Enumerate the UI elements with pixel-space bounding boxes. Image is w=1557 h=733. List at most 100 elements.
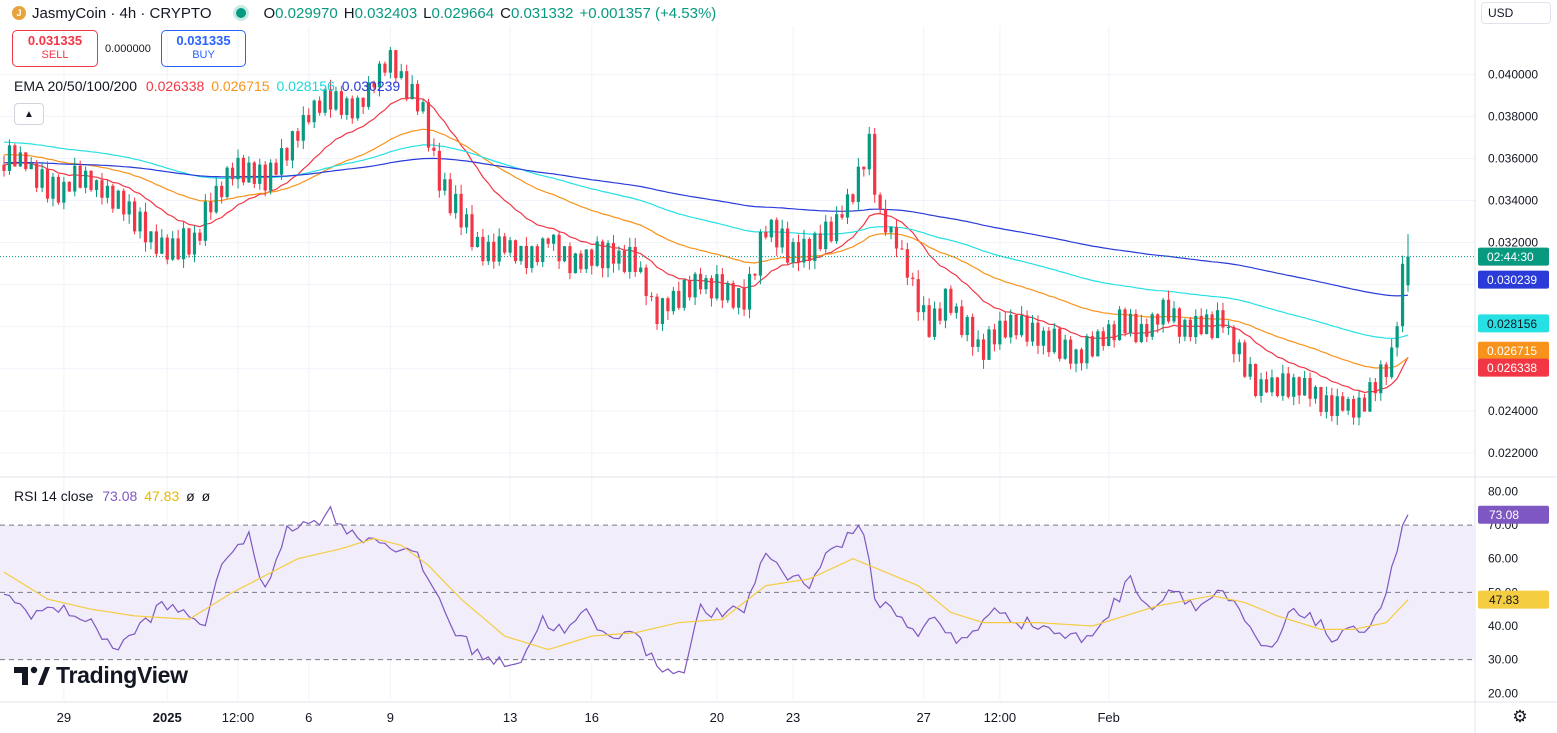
candle	[965, 314, 969, 342]
candle-body	[1025, 315, 1029, 342]
candle-body	[252, 162, 256, 184]
candle-body	[513, 240, 518, 262]
candle-body	[704, 278, 708, 290]
candle-body	[225, 167, 229, 198]
collapse-legend-button[interactable]: ▲	[14, 103, 44, 125]
candle-body	[437, 150, 441, 191]
sell-label: SELL	[41, 49, 69, 61]
candle-body	[1341, 396, 1345, 411]
buy-button[interactable]: 0.031335 BUY	[161, 30, 246, 67]
candle	[503, 233, 507, 255]
candle-body	[318, 100, 322, 113]
candle-body	[611, 243, 616, 264]
rsi-legend[interactable]: RSI 14 close 73.08 47.83 ø ø	[14, 488, 210, 504]
candle-body	[1368, 382, 1372, 412]
candle	[535, 243, 539, 266]
candle	[1074, 348, 1078, 373]
candle-body	[51, 176, 55, 199]
tradingview-logo[interactable]: TradingView	[14, 662, 188, 689]
price-tag-label: 0.028156	[1487, 317, 1537, 331]
candle-body	[421, 102, 425, 112]
candle-body	[649, 296, 654, 298]
candle-body	[737, 288, 741, 308]
candle-body	[639, 267, 643, 272]
price-tick-label: 0.024000	[1488, 404, 1538, 418]
currency-selector[interactable]: USD	[1481, 2, 1551, 24]
candle-body	[1030, 322, 1035, 342]
candle	[84, 166, 88, 194]
candle-body	[965, 316, 969, 336]
candle	[214, 177, 218, 214]
candle-body	[350, 98, 354, 119]
candle-body	[584, 249, 588, 270]
ohlc-low-value: 0.029664	[431, 4, 495, 22]
ema-legend-title: EMA 20/50/100/200	[14, 78, 137, 94]
candle-body	[62, 181, 66, 203]
candles	[2, 47, 1410, 426]
rsi-tick-label: 20.00	[1488, 686, 1518, 700]
candle	[715, 265, 719, 301]
candle-body	[709, 278, 714, 299]
candle-body	[279, 148, 284, 175]
candle	[660, 297, 665, 332]
candle	[383, 61, 387, 77]
candle-body	[497, 236, 501, 262]
candle	[1085, 333, 1089, 369]
candle-body	[73, 165, 77, 192]
candle	[758, 229, 763, 285]
candle-body	[998, 320, 1002, 345]
ohlc-close-key: C	[500, 4, 511, 22]
candle-body	[856, 166, 860, 202]
candle-body	[1362, 397, 1367, 412]
candle-body	[927, 305, 931, 337]
candle	[241, 154, 246, 186]
candle	[1177, 307, 1182, 344]
candle-body	[1047, 330, 1051, 353]
candle	[1107, 319, 1111, 347]
candle-body	[35, 163, 39, 188]
price-tag-label: 0.026338	[1487, 361, 1537, 375]
candle	[1134, 309, 1138, 344]
candle-body	[1194, 315, 1198, 338]
candle	[1362, 393, 1367, 412]
candle-body	[1281, 373, 1285, 396]
candle	[1215, 302, 1220, 339]
candle	[51, 172, 55, 207]
symbol-title[interactable]: JasmyCoin · 4h · CRYPTO	[32, 4, 212, 22]
candle-body	[1275, 377, 1279, 396]
candle	[595, 236, 599, 268]
price-tag-label: 0.030239	[1487, 273, 1537, 287]
rsi-tag: 47.83	[1478, 590, 1549, 609]
candle-body	[18, 152, 22, 167]
candle-body	[214, 185, 218, 213]
candle-body	[388, 50, 392, 73]
candle	[720, 267, 724, 309]
candle	[1297, 376, 1301, 404]
candle	[252, 161, 256, 188]
candle	[813, 231, 817, 270]
market-status-icon[interactable]	[235, 8, 246, 18]
candle	[1270, 369, 1274, 397]
candle	[394, 49, 398, 84]
candle-body	[1058, 328, 1062, 359]
candle	[1123, 307, 1127, 337]
candle-body	[377, 63, 382, 88]
candle-body	[1123, 309, 1127, 334]
candle-body	[1248, 363, 1252, 377]
candle-body	[845, 194, 850, 218]
sell-button[interactable]: 0.031335 SELL	[12, 30, 98, 67]
candle	[747, 266, 752, 319]
candle	[258, 158, 262, 190]
candle	[432, 138, 436, 157]
candle	[372, 80, 376, 94]
candle	[388, 47, 392, 79]
gear-icon[interactable]: ⚙	[1512, 707, 1528, 726]
candle-body	[1134, 313, 1138, 342]
candle	[927, 298, 931, 339]
candle-body	[878, 194, 882, 209]
candle-body	[677, 290, 681, 308]
ohlc-open-key: O	[263, 4, 276, 22]
ema-legend[interactable]: EMA 20/50/100/200 0.026338 0.026715 0.02…	[14, 78, 400, 94]
candle	[584, 249, 588, 273]
